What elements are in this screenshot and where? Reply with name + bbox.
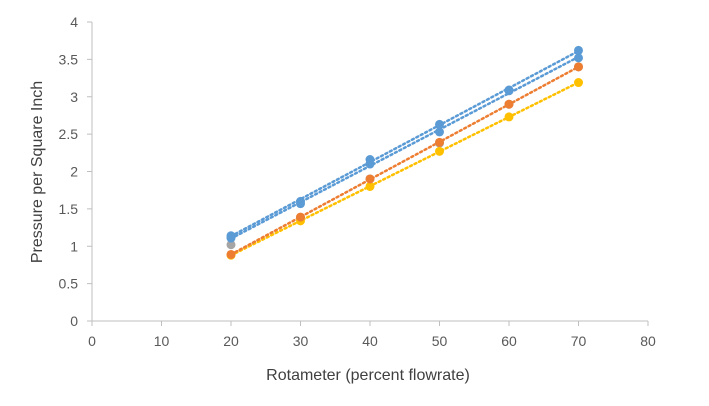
y-tick-label: 0.5	[59, 276, 79, 292]
data-point-series-3	[296, 212, 305, 222]
y-tick-label: 3.5	[59, 51, 79, 67]
data-point-series-5	[226, 233, 236, 243]
x-axis-title: Rotameter (percent flowrate)	[266, 367, 470, 384]
x-tick-label: 50	[432, 333, 448, 349]
y-tick-label: 1	[70, 238, 78, 254]
tick-labels: 0 10 20 30 40 50 60 70 80 0 0.5 1 1.5 2 2.5 3 3.5 4	[59, 14, 656, 349]
trendline-series-4	[229, 49, 580, 238]
data-point-series-2	[574, 78, 583, 88]
y-tick-label: 1.5	[59, 201, 79, 217]
x-tick-label: 60	[501, 333, 517, 349]
trendlines	[229, 49, 580, 257]
y-axis-title: Pressure per Square Inch	[29, 81, 46, 263]
x-tick-label: 40	[362, 333, 378, 349]
axes	[87, 21, 649, 326]
y-tick-label: 3	[70, 89, 78, 105]
trendline-series-5	[229, 55, 580, 240]
data-point-series-3	[365, 174, 375, 184]
data-point-series-5	[504, 86, 514, 96]
x-tick-label: 70	[571, 333, 587, 349]
data-points	[226, 45, 583, 260]
data-point-series-3	[435, 137, 444, 147]
trendline-series-2	[229, 81, 580, 257]
data-point-series-4	[435, 119, 444, 129]
data-point-series-5	[574, 53, 583, 63]
x-tick-label: 20	[223, 333, 239, 349]
y-tick-label: 4	[70, 14, 78, 30]
x-tick-label: 0	[88, 333, 96, 349]
trendline-series-3	[229, 65, 580, 256]
y-tick-label: 2.5	[59, 126, 79, 142]
data-point-series-3	[574, 62, 583, 72]
data-point-series-2	[504, 112, 514, 122]
y-tick-label: 0	[70, 313, 78, 329]
data-point-series-1	[226, 240, 236, 250]
data-point-series-5	[365, 159, 375, 169]
x-tick-label: 80	[640, 333, 656, 349]
data-point-series-4	[574, 45, 583, 55]
x-tick-label: 30	[293, 333, 309, 349]
data-point-series-3	[226, 249, 236, 259]
data-point-series-2	[435, 146, 444, 156]
y-tick-label: 2	[70, 164, 78, 180]
data-point-series-2	[365, 181, 375, 191]
data-point-series-5	[296, 199, 305, 209]
x-tick-label: 10	[154, 333, 170, 349]
data-point-series-5	[435, 127, 444, 137]
data-point-series-3	[504, 99, 514, 109]
